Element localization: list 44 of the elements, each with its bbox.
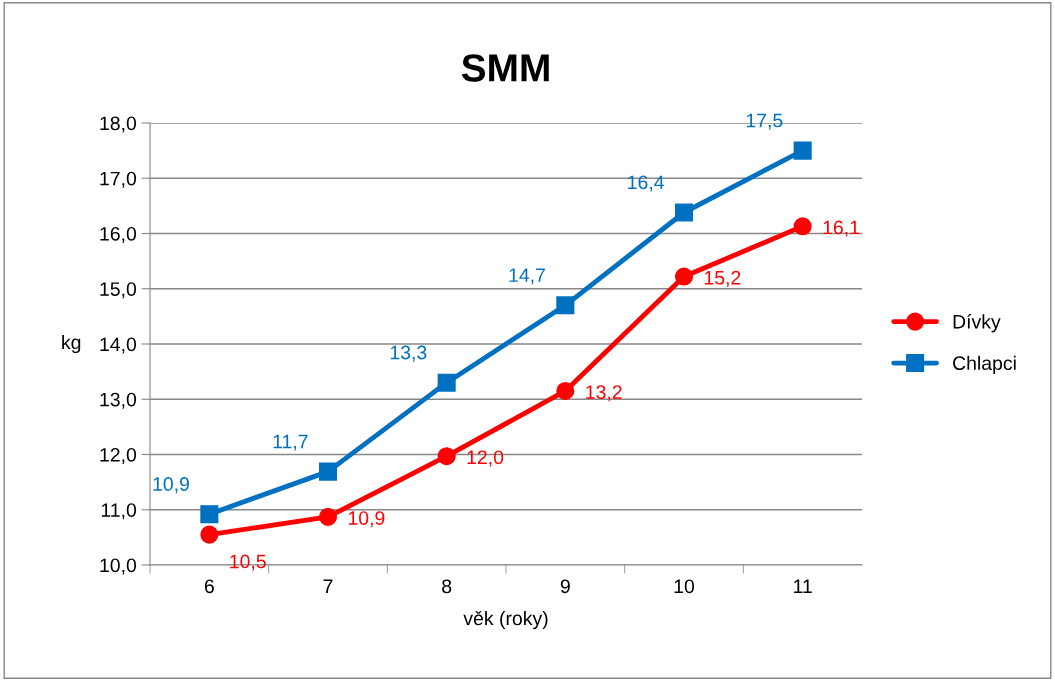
- y-tick-label: 16,0: [100, 226, 137, 244]
- data-label: 10,5: [230, 554, 266, 571]
- data-label: 12,0: [467, 450, 504, 467]
- point: [437, 447, 456, 466]
- data-label: 16,1: [823, 220, 860, 237]
- point: [793, 141, 812, 160]
- x-axis-title: věk (roky): [463, 610, 548, 630]
- legend-label: Chlapci: [953, 355, 1016, 374]
- y-axis-title: kg: [62, 334, 81, 354]
- data-label: 16,4: [628, 175, 664, 192]
- x-tick-label: 10: [674, 579, 695, 594]
- legend-label: Dívky: [953, 314, 1001, 333]
- data-label: 10,9: [348, 511, 385, 528]
- y-tick-label: 11,0: [101, 503, 137, 520]
- data-label: 15,2: [704, 270, 741, 287]
- y-tick-label: 15,0: [100, 282, 137, 299]
- data-label: 13,2: [586, 385, 622, 402]
- data-label: 10,9: [153, 477, 189, 494]
- point: [556, 296, 575, 315]
- y-tick-label: 12,0: [100, 447, 137, 465]
- x-tick-label: 7: [323, 579, 333, 593]
- point: [437, 373, 456, 392]
- data-label: 13,3: [390, 345, 427, 362]
- x-tick-label: 8: [442, 579, 452, 594]
- point: [318, 462, 338, 481]
- x-tick-label: 11: [794, 579, 812, 593]
- y-tick-label: 18,0: [100, 116, 137, 133]
- x-tick-label: 9: [560, 579, 570, 594]
- data-label: 14,7: [509, 268, 545, 285]
- y-tick-label: 17,0: [100, 171, 137, 188]
- chart-title: SMM: [461, 54, 549, 82]
- point: [200, 525, 219, 544]
- point: [674, 267, 694, 286]
- point: [793, 217, 812, 236]
- point: [674, 203, 694, 222]
- point: [200, 505, 219, 524]
- x-tick-label: 6: [204, 579, 214, 594]
- point: [318, 507, 338, 526]
- y-tick-label: 10,0: [100, 558, 137, 575]
- point: [556, 381, 575, 400]
- data-label: 11,7: [273, 434, 308, 451]
- data-label: 17,5: [746, 113, 783, 130]
- y-tick-label: 14,0: [100, 337, 137, 354]
- y-tick-label: 13,0: [100, 392, 137, 409]
